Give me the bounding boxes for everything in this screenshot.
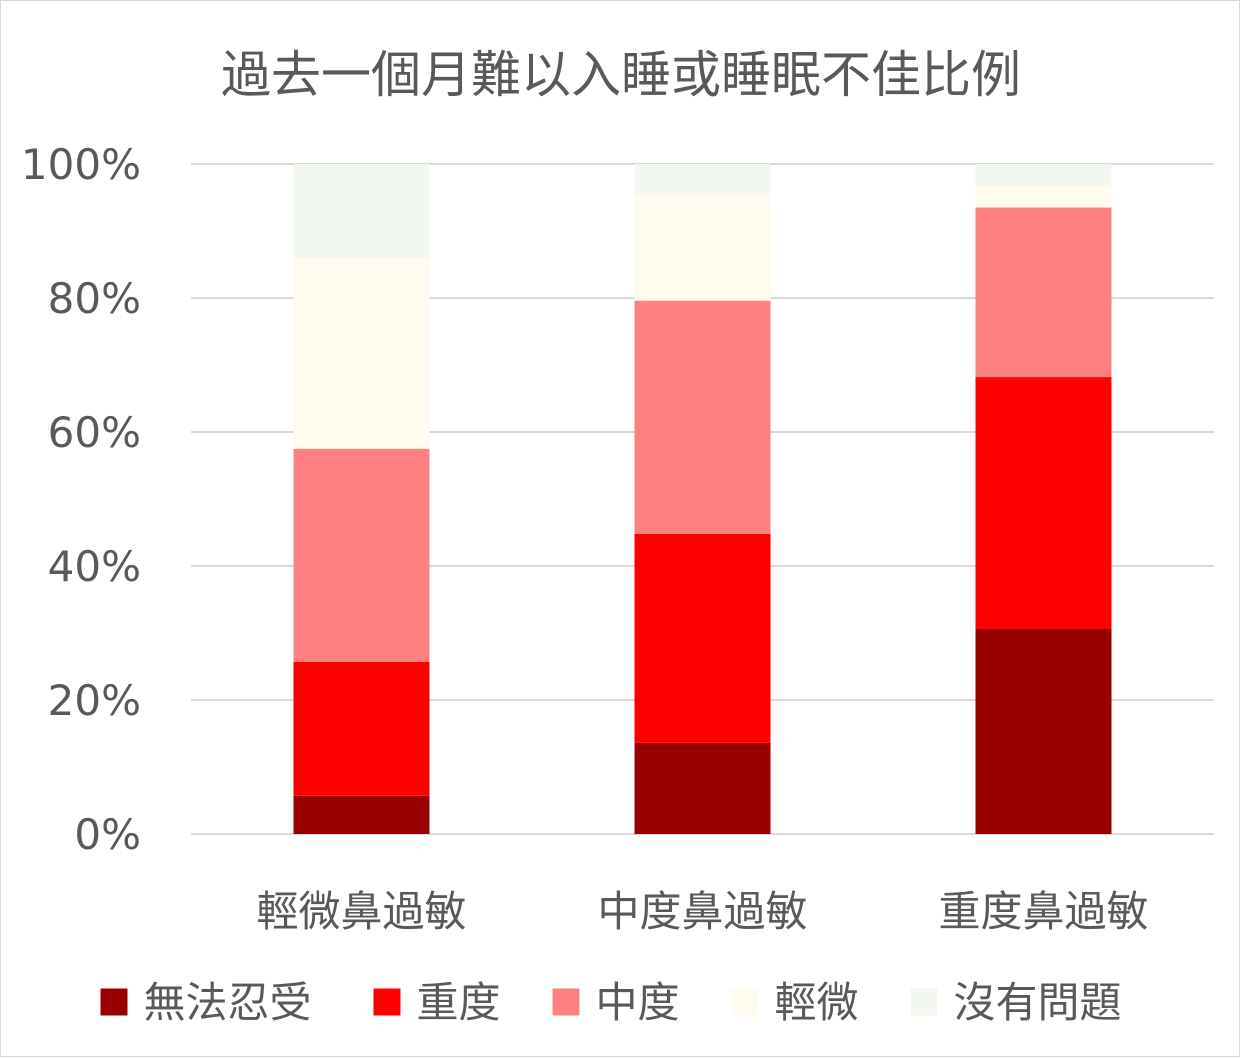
bar-segment	[293, 661, 430, 796]
y-tick-label: 20%	[48, 676, 141, 725]
bar-segment	[975, 377, 1112, 629]
y-tick-label: 0%	[74, 810, 141, 859]
legend-swatch	[910, 988, 938, 1016]
legend-label: 中度	[596, 978, 680, 1027]
x-category-label: 重度鼻過敏	[938, 887, 1148, 936]
legend-swatch	[552, 988, 580, 1016]
legend-label: 輕微	[775, 978, 859, 1027]
bar-segment	[293, 795, 430, 834]
bar-segment	[293, 448, 430, 662]
bar-segment	[634, 742, 771, 834]
legend-label: 重度	[417, 978, 501, 1027]
bar-segment	[634, 194, 771, 301]
legend: 無法忍受 重度 中度 輕微 沒有問題	[100, 978, 1122, 1027]
bar-segment	[634, 164, 771, 195]
x-axis-labels: 輕微鼻過敏 中度鼻過敏 重度鼻過敏	[256, 887, 1148, 936]
y-tick-label: 60%	[48, 408, 141, 457]
legend-label: 無法忍受	[144, 978, 312, 1027]
bars	[293, 164, 1112, 834]
legend-swatch	[731, 988, 759, 1016]
bar-segment	[293, 257, 430, 449]
x-category-label: 中度鼻過敏	[597, 887, 807, 936]
bar-segment	[975, 207, 1112, 378]
chart-title: 過去一個月難以入睡或睡眠不佳比例	[221, 46, 1021, 104]
y-tick-label: 40%	[48, 542, 141, 591]
legend-swatch	[100, 988, 128, 1016]
bar-segment	[975, 164, 1112, 186]
y-tick-label: 100%	[21, 140, 141, 189]
bar-segment	[634, 300, 771, 534]
y-tick-label: 80%	[48, 274, 141, 323]
x-category-label: 輕微鼻過敏	[256, 887, 466, 936]
bar-segment	[293, 164, 430, 258]
y-axis-ticks: 0% 20% 40% 60% 80% 100%	[21, 140, 141, 859]
bar-segment	[975, 628, 1112, 834]
bar-segment	[634, 533, 771, 743]
legend-label: 沒有問題	[954, 978, 1122, 1027]
legend-swatch	[373, 988, 401, 1016]
bar-segment	[975, 185, 1112, 208]
